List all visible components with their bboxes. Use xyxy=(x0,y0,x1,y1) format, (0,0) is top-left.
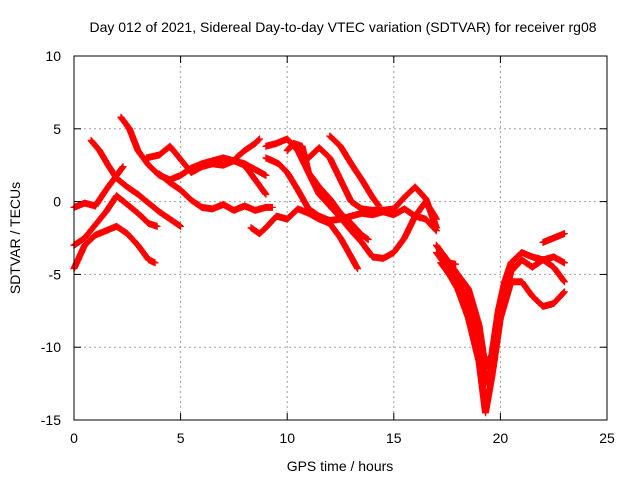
series-arc-4 xyxy=(87,136,185,230)
x-tick-label: 10 xyxy=(279,430,295,446)
data-point-markers xyxy=(326,132,383,210)
y-tick-label: -10 xyxy=(41,339,61,355)
data-point-markers xyxy=(143,142,270,198)
x-tick-label: 15 xyxy=(386,430,402,446)
y-tick-label: 0 xyxy=(53,194,61,210)
x-tick-label: 0 xyxy=(70,430,78,446)
series-arc-3 xyxy=(70,163,127,211)
y-tick-label: 10 xyxy=(45,48,61,64)
x-tick-label: 20 xyxy=(493,430,509,446)
data-point-markers xyxy=(443,259,460,268)
grid-lines xyxy=(74,56,607,420)
data-point-markers xyxy=(155,170,276,214)
chart-title: Day 012 of 2021, Sidereal Day-to-day VTE… xyxy=(89,19,596,35)
y-tick-label: -15 xyxy=(41,412,61,428)
data-series xyxy=(70,113,568,417)
data-point-markers xyxy=(305,144,440,232)
series-arc-19 xyxy=(539,230,568,246)
series-arc-14 xyxy=(326,132,383,210)
plot-frame xyxy=(73,55,608,421)
series-arc-6 xyxy=(143,142,270,198)
y-tick-label: -5 xyxy=(49,266,62,282)
data-point-markers xyxy=(70,163,127,211)
data-point-markers xyxy=(70,222,159,273)
x-axis-label: GPS time / hours xyxy=(287,458,394,474)
series-arc-10 xyxy=(247,205,362,273)
series-arc-12 xyxy=(283,139,372,243)
data-point-markers xyxy=(283,139,372,243)
x-tick-label: 25 xyxy=(599,430,615,446)
x-tick-label: 5 xyxy=(177,430,185,446)
axis-ticks xyxy=(73,55,608,421)
series-arc-7 xyxy=(155,170,276,214)
series-arc-17 xyxy=(432,249,568,388)
data-point-markers xyxy=(87,136,185,230)
data-point-markers xyxy=(232,135,263,162)
data-point-markers xyxy=(247,205,362,273)
series-arc-1 xyxy=(70,222,159,273)
y-axis-label: SDTVAR / TECUs xyxy=(7,182,23,294)
tick-labels: 0 5 10 15 20 25 -15 -10 -5 0 5 10 xyxy=(41,48,615,446)
series-arc-8 xyxy=(232,135,263,162)
series-arc-18 xyxy=(443,259,460,268)
series-arc-13 xyxy=(305,144,440,232)
data-point-markers xyxy=(539,230,568,246)
y-tick-label: 5 xyxy=(53,121,61,137)
data-point-markers xyxy=(432,249,568,388)
